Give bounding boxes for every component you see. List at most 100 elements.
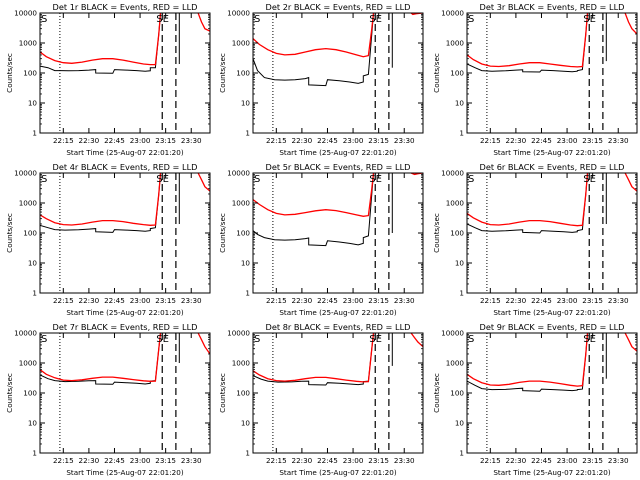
y-axis-label: Counts/sec xyxy=(432,213,441,253)
events-series-line xyxy=(40,13,161,74)
x-tick-label: 22:30 xyxy=(506,136,527,145)
x-tick-label: 22:15 xyxy=(480,136,501,145)
y-tick-label: 1000 xyxy=(19,359,38,368)
series-group xyxy=(467,13,637,73)
lld-series-line xyxy=(253,13,375,58)
x-tick-label: 23:30 xyxy=(608,296,629,305)
x-tick-label: 22:15 xyxy=(480,456,501,465)
x-tick-label: 23:15 xyxy=(368,296,389,305)
y-tick-label: 1 xyxy=(32,289,37,298)
start-marker: S xyxy=(468,174,474,185)
y-tick-label: 10000 xyxy=(227,9,250,18)
chart-title: Det 8r BLACK = Events, RED = LLD xyxy=(266,322,411,332)
lld-series-line xyxy=(197,173,210,192)
x-tick-label: 22:45 xyxy=(531,456,552,465)
x-tick-label: 22:45 xyxy=(317,296,338,305)
y-tick-label: 10 xyxy=(241,99,251,108)
y-tick-label: 100 xyxy=(236,69,250,78)
detector-panel: Det 7r BLACK = Events, RED = LLD 1 10 100 10… xyxy=(5,322,211,477)
y-tick-label: 10 xyxy=(28,419,38,428)
y-tick-label: 1000 xyxy=(19,39,38,48)
x-tick-label: 22:45 xyxy=(531,296,552,305)
start-marker: S xyxy=(41,14,47,25)
y-tick-label: 100 xyxy=(236,229,250,238)
x-axis-label: Start Time (25-Aug-07 22:01:20) xyxy=(66,308,183,317)
series-group xyxy=(253,173,423,247)
chart-title: Det 4r BLACK = Events, RED = LLD xyxy=(53,162,198,172)
x-tick-label: 23:15 xyxy=(582,296,603,305)
lld-series-line xyxy=(197,13,210,32)
y-tick-label: 10000 xyxy=(441,329,464,338)
y-tick-label: 100 xyxy=(23,69,37,78)
y-axis-label: Counts/sec xyxy=(5,213,14,253)
x-tick-label: 23:00 xyxy=(130,456,151,465)
x-tick-label: 22:30 xyxy=(506,296,527,305)
chart-title: Det 3r BLACK = Events, RED = LLD xyxy=(480,2,625,12)
x-tick-label: 22:15 xyxy=(480,296,501,305)
plot-frame xyxy=(39,12,211,134)
x-tick-label: 22:45 xyxy=(531,136,552,145)
x-tick-label: 22:30 xyxy=(292,296,313,305)
chart-title: Det 5r BLACK = Events, RED = LLD xyxy=(266,162,411,172)
y-tick-label: 1 xyxy=(459,449,464,458)
series-group xyxy=(253,13,423,87)
plot-frame xyxy=(252,332,424,454)
y-axis-label: Counts/sec xyxy=(218,213,227,253)
x-tick-label: 23:15 xyxy=(582,136,603,145)
start-marker: S xyxy=(468,334,474,345)
events-series-line xyxy=(253,13,374,87)
x-tick-label: 22:45 xyxy=(104,456,125,465)
detector-panel: Det 1r BLACK = Events, RED = LLD 1 10 100 10… xyxy=(5,2,211,157)
y-axis-label: Counts/sec xyxy=(5,53,14,93)
x-tick-label: 22:45 xyxy=(104,296,125,305)
x-axis-label: Start Time (25-Aug-07 22:01:20) xyxy=(493,468,610,477)
x-axis-label: Start Time (25-Aug-07 22:01:20) xyxy=(493,148,610,157)
y-tick-label: 100 xyxy=(23,229,37,238)
se-marker: SE xyxy=(583,14,596,25)
y-tick-label: 100 xyxy=(450,69,464,78)
x-tick-label: 23:00 xyxy=(557,456,578,465)
x-tick-label: 23:15 xyxy=(155,296,176,305)
plot-frame xyxy=(252,172,424,294)
x-axis-label: Start Time (25-Aug-07 22:01:20) xyxy=(279,308,396,317)
y-tick-label: 1000 xyxy=(19,199,38,208)
y-axis-label: Counts/sec xyxy=(432,373,441,413)
y-tick-label: 1000 xyxy=(232,199,251,208)
se-marker: SE xyxy=(583,334,596,345)
se-marker: SE xyxy=(369,14,382,25)
events-series-line xyxy=(40,333,161,385)
detector-panel: Det 9r BLACK = Events, RED = LLD 1 10 100 10… xyxy=(432,322,638,477)
x-tick-label: 22:45 xyxy=(104,136,125,145)
y-tick-label: 1000 xyxy=(232,359,251,368)
events-series-line xyxy=(253,173,374,247)
x-tick-label: 23:00 xyxy=(557,296,578,305)
se-marker: SE xyxy=(369,334,382,345)
series-group xyxy=(40,333,210,385)
se-marker: SE xyxy=(156,14,169,25)
x-tick-label: 22:45 xyxy=(317,136,338,145)
start-marker: S xyxy=(254,174,260,185)
x-tick-label: 23:15 xyxy=(155,456,176,465)
y-tick-label: 10000 xyxy=(227,329,250,338)
x-tick-label: 23:30 xyxy=(181,456,202,465)
y-tick-label: 100 xyxy=(23,389,37,398)
lld-series-line xyxy=(467,13,589,68)
lld-series-line xyxy=(40,333,162,382)
y-axis-label: Counts/sec xyxy=(432,53,441,93)
x-tick-label: 23:00 xyxy=(343,456,364,465)
y-tick-label: 1 xyxy=(459,129,464,138)
y-tick-label: 1 xyxy=(245,449,250,458)
y-tick-label: 1 xyxy=(245,129,250,138)
y-tick-label: 10000 xyxy=(14,9,37,18)
x-tick-label: 23:00 xyxy=(343,136,364,145)
x-tick-label: 22:30 xyxy=(506,456,527,465)
lld-series-line xyxy=(253,173,375,217)
y-tick-label: 1 xyxy=(459,289,464,298)
plot-frame xyxy=(252,12,424,134)
detector-panel: Det 3r BLACK = Events, RED = LLD 1 10 100 10… xyxy=(432,2,638,157)
lld-series-line xyxy=(40,13,162,66)
x-tick-label: 23:15 xyxy=(368,456,389,465)
plot-frame xyxy=(39,332,211,454)
y-axis-label: Counts/sec xyxy=(218,53,227,93)
detector-panel: Det 2r BLACK = Events, RED = LLD 1 10 100 10… xyxy=(218,2,424,157)
